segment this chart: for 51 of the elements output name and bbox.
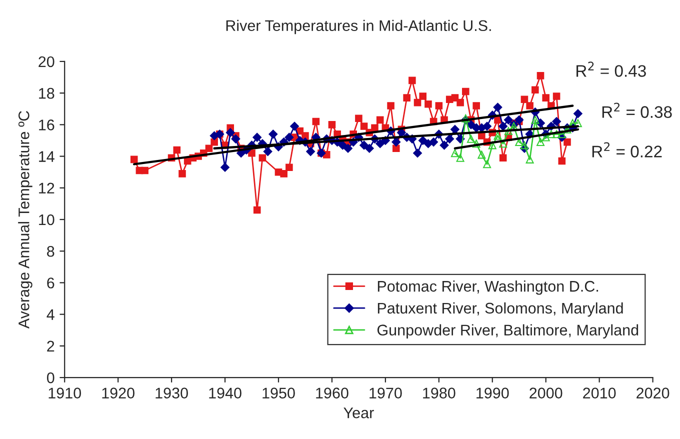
point bbox=[520, 141, 528, 150]
legend-label: Potomac River, Washington D.C. bbox=[378, 280, 598, 295]
x-tick-label: 2020 bbox=[636, 388, 670, 398]
point bbox=[467, 134, 475, 143]
x-tick-label: 2010 bbox=[583, 388, 616, 398]
point bbox=[526, 155, 534, 164]
point bbox=[552, 130, 561, 138]
annotation: R$^{2}$ = 0.43 bbox=[576, 62, 646, 77]
y-axis-title: Average Annual Temperature ºC bbox=[18, 110, 32, 329]
point bbox=[531, 116, 540, 124]
point bbox=[472, 140, 480, 148]
point bbox=[462, 114, 470, 122]
annotation: R$^{2}$ = 0.22 bbox=[592, 142, 662, 158]
point bbox=[488, 141, 496, 150]
point bbox=[456, 154, 464, 162]
y-tick-label: 8 bbox=[47, 246, 54, 257]
x-tick-label: 2000 bbox=[530, 388, 562, 398]
y-tick-label: 2 bbox=[47, 340, 54, 352]
x-tick-label: 1980 bbox=[423, 388, 456, 398]
y-tick-label: 12 bbox=[39, 182, 54, 194]
y-tick-label: 14 bbox=[39, 151, 54, 162]
y-tick-label: 6 bbox=[47, 278, 54, 288]
x-tick-label: 1960 bbox=[316, 388, 348, 398]
point bbox=[450, 149, 459, 158]
x-tick-label: 1940 bbox=[209, 388, 242, 398]
x-tick-label: 1930 bbox=[156, 388, 188, 398]
y-tick-label: 16 bbox=[39, 120, 54, 130]
x-axis-title: Year bbox=[344, 408, 374, 418]
x-tick-label: 1910 bbox=[48, 388, 81, 398]
x-tick-label: 1990 bbox=[476, 388, 509, 398]
point bbox=[494, 132, 502, 140]
y-tick-label: 10 bbox=[39, 214, 54, 226]
annotation: R$^{2}$ = 0.38 bbox=[602, 102, 672, 118]
x-tick-label: 1970 bbox=[370, 388, 402, 398]
y-tick-label: 0 bbox=[46, 372, 54, 384]
point bbox=[574, 119, 582, 128]
point bbox=[536, 138, 544, 146]
x-tick-label: 1950 bbox=[262, 388, 295, 398]
y-tick-label: 18 bbox=[39, 88, 54, 99]
point bbox=[483, 160, 492, 168]
point bbox=[478, 150, 486, 159]
legend-label: Patuxent River, Solomons, Maryland bbox=[378, 302, 623, 317]
y-tick-label: 20 bbox=[38, 56, 54, 68]
y-tick-label: 4 bbox=[46, 309, 54, 320]
x-tick-label: 1920 bbox=[102, 388, 134, 398]
point bbox=[558, 130, 566, 138]
point bbox=[547, 130, 556, 138]
chart-title: River Temperatures in Mid-Atlantic U.S. bbox=[226, 20, 491, 34]
point bbox=[504, 127, 512, 135]
point bbox=[499, 140, 508, 148]
legend-label: Gunpowder River, Baltimore, Maryland bbox=[377, 324, 638, 339]
